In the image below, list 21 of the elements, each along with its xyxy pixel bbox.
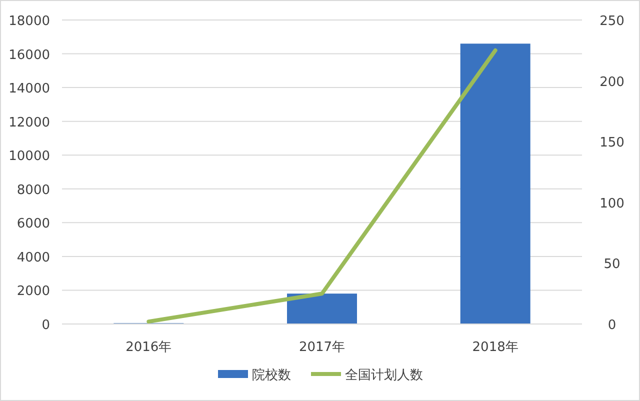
y-tick-label: 18000 (8, 14, 50, 29)
y-tick-label: 0 (42, 318, 50, 333)
y-tick-label: 10000 (8, 149, 50, 164)
legend-label: 院校数 (252, 368, 291, 383)
y-tick-label: 16000 (8, 48, 50, 63)
y2-tick-label: 150 (600, 136, 624, 151)
legend-label: 全国计划人数 (345, 368, 423, 383)
y-tick-label: 12000 (8, 115, 50, 130)
y-tick-label: 2000 (16, 284, 50, 300)
y2-tick-label: 100 (600, 196, 624, 212)
y-tick-label: 6000 (16, 216, 50, 232)
y-tick-label: 4000 (16, 250, 50, 266)
y2-tick-label: 250 (600, 14, 624, 29)
y2-tick-label: 0 (608, 318, 616, 333)
y-tick-label: 14000 (8, 82, 50, 97)
x-tick-label: 2017年 (298, 340, 346, 355)
x-tick-label: 2016年 (126, 340, 172, 355)
y-tick-label: 8000 (16, 182, 50, 198)
y2-tick-label: 200 (600, 74, 624, 90)
x-tick-label: 2018年 (472, 340, 518, 355)
y2-tick-label: 50 (604, 257, 620, 272)
